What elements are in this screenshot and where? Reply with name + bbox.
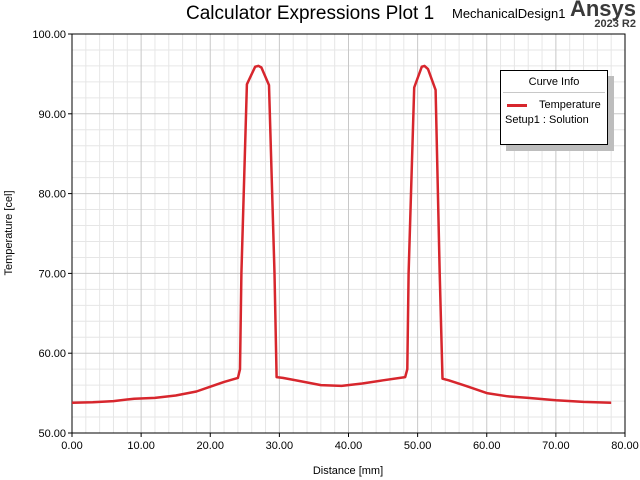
- x-tick-label: 20.00: [196, 440, 224, 452]
- ticks: 0.00 10.00 20.00 30.00 40.00 50.00 60.00 70.00 8…: [32, 29, 638, 452]
- y-tick-label: 70.00: [38, 268, 66, 280]
- x-tick-label: 60.00: [473, 440, 501, 452]
- y-axis-label: Temperature [cel]: [3, 191, 15, 276]
- x-tick-label: 80.00: [611, 440, 639, 452]
- x-tick-label: 70.00: [542, 440, 570, 452]
- brand-version: 2023 R2: [594, 18, 636, 30]
- legend-box[interactable]: Curve Info Temperature Setup1 : Solution: [500, 70, 608, 145]
- legend-series-label: Temperature: [539, 99, 601, 111]
- x-tick-label: 0.00: [61, 440, 82, 452]
- y-tick-label: 50.00: [38, 428, 66, 440]
- y-tick-label: 80.00: [38, 189, 66, 201]
- x-axis-label: Distance [mm]: [313, 465, 383, 477]
- grid: [71, 33, 626, 434]
- x-tick-label: 10.00: [127, 440, 155, 452]
- x-tick-label: 30.00: [266, 440, 294, 452]
- y-tick-label: 60.00: [38, 348, 66, 360]
- y-tick-label: 90.00: [38, 109, 66, 121]
- brand-logo: Ansys 2023 R2: [570, 0, 636, 30]
- legend-entry-temperature[interactable]: Temperature: [501, 98, 607, 114]
- legend-title: Curve Info: [503, 71, 605, 93]
- design-name: MechanicalDesign1: [452, 6, 566, 21]
- series-line-temperature[interactable]: [71, 64, 612, 404]
- x-tick-label: 50.00: [404, 440, 432, 452]
- series-group: [71, 64, 612, 404]
- y-tick-label: 100.00: [32, 29, 66, 41]
- legend-swatch: [507, 104, 527, 107]
- legend-setup-label: Setup1 : Solution: [505, 114, 589, 126]
- x-tick-label: 40.00: [335, 440, 363, 452]
- chart-title: Calculator Expressions Plot 1: [186, 3, 435, 24]
- brand-name: Ansys: [569, 0, 636, 21]
